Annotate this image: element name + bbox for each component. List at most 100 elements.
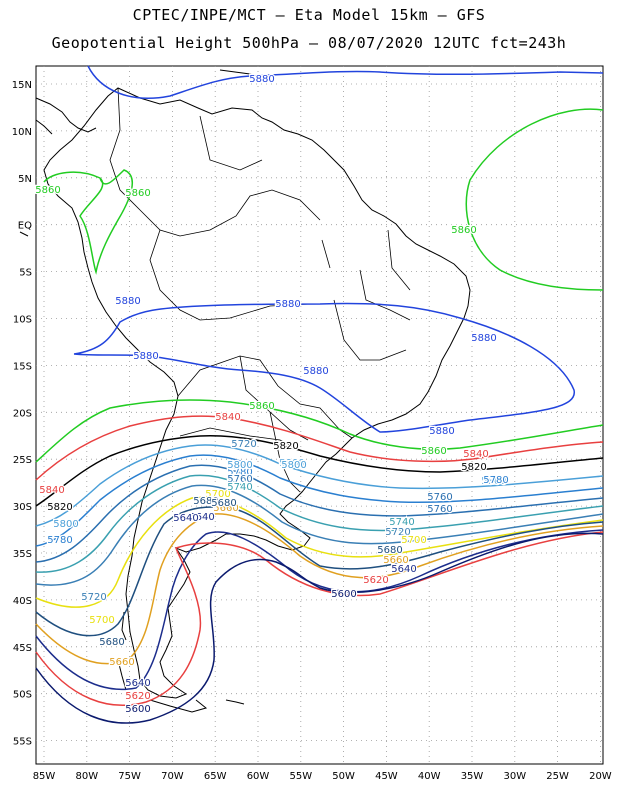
contour-5860-nw: [43, 169, 133, 275]
contour-label-5700: 5700: [89, 615, 114, 626]
contour-5600: [35, 532, 604, 724]
contour-label-5780: 5780: [47, 535, 72, 546]
lat-tick-label: 50S: [13, 690, 32, 701]
contour-5700: [35, 496, 604, 608]
lat-tick-label: 25S: [13, 455, 32, 466]
contour-label-5880: 5880: [249, 74, 274, 85]
contour-5680: [35, 506, 604, 637]
contour-label-5800: 5800: [281, 460, 306, 471]
contour-label-5880: 5880: [133, 351, 158, 362]
contour-label-5820: 5820: [47, 502, 72, 513]
lon-tick-label: 85W: [33, 771, 56, 782]
contour-label-5780: 5780: [227, 467, 252, 478]
contour-label-5760: 5760: [427, 504, 452, 515]
contour-5660: [35, 513, 604, 665]
contour-label-5760: 5760: [427, 492, 452, 503]
contour-label-5640: 5640: [189, 512, 214, 523]
contour-label-5880: 5880: [471, 333, 496, 344]
contour-label-5700: 5700: [401, 535, 426, 546]
contour-label-5660: 5660: [109, 657, 134, 668]
contour-label-5860: 5860: [125, 188, 150, 199]
contour-label-5720: 5720: [231, 439, 256, 450]
contour-label-5860: 5860: [421, 446, 446, 457]
contour-5620: [35, 531, 604, 706]
contour-5880-central: [73, 302, 575, 433]
lat-tick-label: 10N: [12, 127, 32, 138]
contour-label-5880: 5880: [275, 299, 300, 310]
contour-label-5820: 5820: [273, 441, 298, 452]
cuba-coast: [219, 69, 263, 79]
contour-label-5720: 5720: [81, 592, 106, 603]
lat-tick-labels: 15N 10N 5N EQ 5S 10S 15S 20S 25S 30S 35S 40S 45S 50S 5…: [12, 80, 32, 748]
chiloe-fragments: [117, 611, 127, 691]
caribbean-coast: [35, 119, 53, 135]
contour-5640: [35, 529, 604, 691]
contour-label-5780: 5780: [227, 461, 252, 472]
lon-tick-label: 50W: [332, 771, 355, 782]
lat-tick-label: 5N: [18, 174, 32, 185]
contour-label-5820: 5820: [461, 462, 486, 473]
contour-labels: 5880 5860 5860 5860 5880 5880 5880 5880 5880 5880…: [34, 73, 510, 717]
lat-tick-label: 10S: [13, 315, 32, 326]
lon-tick-label: 40W: [418, 771, 441, 782]
contour-label-5600: 5600: [125, 704, 150, 715]
contours: [35, 65, 604, 724]
lat-tick-label: 5S: [19, 268, 32, 279]
contour-5780: [35, 454, 604, 547]
coastlines: [19, 69, 471, 713]
country-borders: [109, 87, 411, 493]
lon-tick-label: 80W: [75, 771, 98, 782]
tierra-del-fuego: [149, 699, 208, 713]
contour-label-5620: 5620: [125, 691, 150, 702]
contour-label-5680: 5680: [99, 637, 124, 648]
contour-label-5840: 5840: [39, 485, 64, 496]
central-america-coast: [35, 97, 97, 133]
contour-label-5740: 5740: [227, 482, 252, 493]
lon-tick-label: 65W: [204, 771, 227, 782]
lon-tick-label: 60W: [247, 771, 270, 782]
lat-tick-label: 15S: [13, 361, 32, 372]
contour-label-5840: 5840: [463, 449, 488, 460]
contour-label-5840: 5840: [215, 412, 240, 423]
lon-tick-label: 25W: [546, 771, 569, 782]
contour-label-5780: 5780: [483, 475, 508, 486]
lat-tick-label: 40S: [13, 596, 32, 607]
contour-label-5800: 5800: [481, 476, 506, 487]
contour-5820: [35, 434, 604, 507]
contour-label-5800: 5800: [53, 519, 78, 530]
lat-tick-label: 30S: [13, 502, 32, 513]
contour-label-5740: 5740: [389, 517, 414, 528]
contour-label-5860: 5860: [451, 225, 476, 236]
contour-5800: [35, 444, 604, 527]
contour-label-5880: 5880: [115, 296, 140, 307]
lat-tick-label: 15N: [12, 80, 32, 91]
contour-label-5640: 5640: [125, 678, 150, 689]
contour-label-5720: 5720: [385, 527, 410, 538]
lat-tick-label: EQ: [18, 221, 32, 232]
title-line-1: CPTEC/INPE/MCT – Eta Model 15km – GFS: [132, 6, 486, 24]
lon-tick-labels: 85W 80W 75W 70W 65W 60W 55W 50W 45W 40W 35W 30W 25W 2…: [33, 771, 612, 782]
lat-tick-label: 20S: [13, 408, 32, 419]
lon-tick-label: 20W: [589, 771, 612, 782]
contour-label-5660: 5660: [383, 555, 408, 566]
contour-5760: [35, 464, 604, 563]
contour-label-5660: 5660: [213, 503, 238, 514]
contour-5840: [35, 415, 604, 481]
contour-5720: [35, 484, 604, 586]
contour-label-5620: 5620: [363, 575, 388, 586]
lon-tick-label: 75W: [118, 771, 141, 782]
contour-5860-ne: [465, 108, 604, 291]
lat-tick-label: 55S: [13, 737, 32, 748]
falklands: [225, 699, 245, 705]
lon-tick-label: 55W: [289, 771, 312, 782]
lat-tick-label: 35S: [13, 549, 32, 560]
contour-label-5880: 5880: [303, 366, 328, 377]
contour-label-5760: 5760: [227, 474, 252, 485]
south-america-coast: [43, 87, 471, 699]
contour-label-5640: 5640: [391, 564, 416, 575]
lon-tick-label: 30W: [503, 771, 526, 782]
contour-label-5680: 5680: [377, 545, 402, 556]
lon-tick-label: 35W: [461, 771, 484, 782]
galapagos: [19, 231, 29, 237]
